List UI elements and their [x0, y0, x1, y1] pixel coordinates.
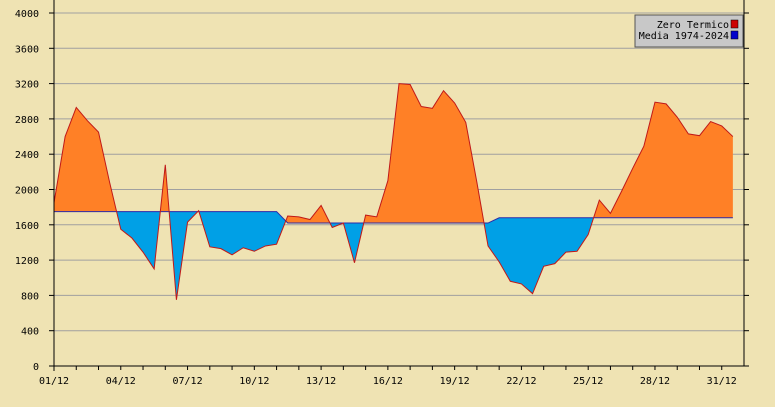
- y-tick-label: 3200: [15, 80, 39, 91]
- legend-label-media: Media 1974-2024: [639, 31, 729, 42]
- y-tick-label: 1600: [15, 221, 39, 232]
- x-tick-label: 28/12: [640, 376, 670, 387]
- y-tick-label: 3600: [15, 44, 39, 55]
- x-axis-ticks: 01/12 04/12 07/12 10/12 13/12 16/12 19/12 22/12…: [39, 366, 737, 387]
- x-tick-label: 25/12: [573, 376, 603, 387]
- x-tick-label: 04/12: [106, 376, 136, 387]
- x-tick-label: 07/12: [172, 376, 202, 387]
- y-tick-label: 1200: [15, 256, 39, 267]
- y-tick-label: 400: [21, 327, 39, 338]
- y-tick-label: 800: [21, 291, 39, 302]
- axes: [53, 0, 745, 371]
- y-tick-label: 2400: [15, 150, 39, 161]
- x-tick-label: 10/12: [239, 376, 269, 387]
- x-tick-label: 19/12: [440, 376, 470, 387]
- legend-swatch-zero-termico: [730, 19, 739, 29]
- legend-label-zero-termico: Zero Termico: [657, 20, 729, 31]
- area-below-mean: [54, 211, 733, 300]
- legend: Zero Termico Media 1974-2024: [634, 14, 744, 48]
- x-tick-label: 31/12: [707, 376, 737, 387]
- x-tick-label: 22/12: [506, 376, 536, 387]
- x-tick-label: 01/12: [39, 376, 69, 387]
- x-tick-label: 13/12: [306, 376, 336, 387]
- y-tick-label: 4000: [15, 9, 39, 20]
- legend-swatch-media: [730, 30, 739, 40]
- y-tick-label: 0: [33, 362, 39, 373]
- y-tick-label: 2800: [15, 115, 39, 126]
- x-tick-label: 16/12: [373, 376, 403, 387]
- y-axis-ticks: 0 400 800 1200 1600 2000 2400 2800 3200 3600 4000: [15, 9, 749, 373]
- area-above-mean: [54, 83, 733, 224]
- legend-box: [634, 14, 744, 48]
- area-layer: [53, 83, 734, 300]
- series-line-zero-termico: [53, 83, 734, 300]
- y-tick-label: 2000: [15, 186, 39, 197]
- series-line-media: [54, 211, 733, 224]
